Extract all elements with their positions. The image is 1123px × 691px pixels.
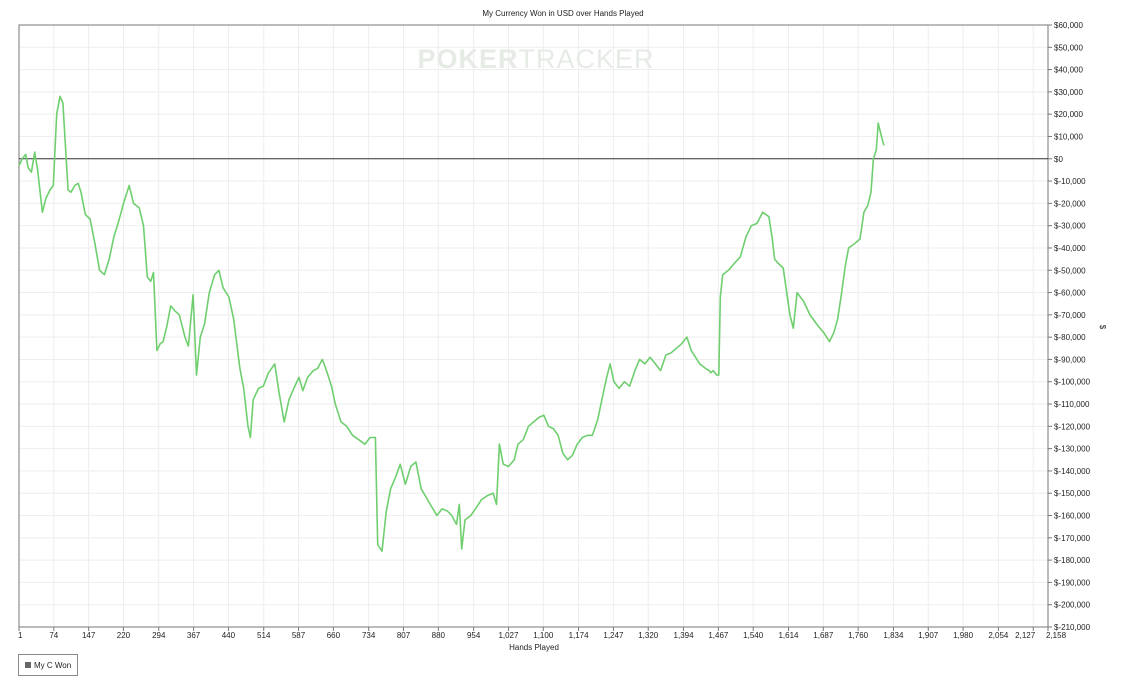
x-tick-label: 220: [117, 631, 131, 640]
x-tick-label: 1,100: [533, 631, 554, 640]
x-tick-label: 1,834: [883, 631, 904, 640]
watermark-right: TRACKER: [519, 44, 655, 74]
legend: My C Won: [18, 654, 79, 676]
y-tick-label: $-170,000: [1054, 534, 1091, 543]
y-tick-label: $-20,000: [1054, 199, 1086, 208]
legend-label: My C Won: [34, 660, 72, 670]
watermark-left: POKER: [417, 44, 518, 74]
chart-title: My Currency Won in USD over Hands Played: [482, 9, 643, 18]
svg-text:POKERTRACKER: POKERTRACKER: [417, 44, 654, 74]
x-tick-label: 440: [222, 631, 236, 640]
y-tick-label: $40,000: [1054, 66, 1083, 75]
x-tick-label: 1,980: [953, 631, 974, 640]
x-tick-label: 587: [292, 631, 306, 640]
x-tick-label: 1,760: [848, 631, 869, 640]
x-tick-label: 880: [432, 631, 446, 640]
y-tick-label: $-120,000: [1054, 422, 1091, 431]
x-tick-label: 954: [467, 631, 481, 640]
watermark-logo: POKERTRACKER: [417, 44, 654, 74]
y-tick-label: $-110,000: [1054, 400, 1090, 409]
x-tick-label: 294: [152, 631, 166, 640]
y-tick-label: $-30,000: [1054, 222, 1086, 231]
x-tick-label: 1,467: [708, 631, 729, 640]
x-tick-label: 1,174: [569, 631, 590, 640]
grid-lines: [18, 24, 1049, 628]
x-tick-label: 807: [397, 631, 411, 640]
y-tick-label: $20,000: [1054, 110, 1083, 119]
y-tick-label: $-130,000: [1054, 445, 1091, 454]
y-tick-label: $-160,000: [1054, 512, 1091, 521]
x-tick-label: 1,394: [674, 631, 695, 640]
y-tick-label: $-100,000: [1054, 378, 1091, 387]
x-tick-label: 1: [18, 631, 23, 640]
y-tick-label: $-150,000: [1054, 489, 1091, 498]
y-tick-label: $-140,000: [1054, 467, 1091, 476]
x-tick-label: 660: [327, 631, 341, 640]
x-tick-label: 1,320: [638, 631, 659, 640]
x-tick-label: 1,614: [778, 631, 799, 640]
y-tick-label: $-10,000: [1054, 177, 1086, 186]
y-tick-label: $30,000: [1054, 88, 1083, 97]
y-tick-label: $10,000: [1054, 132, 1083, 141]
legend-swatch: [25, 662, 31, 668]
y-tick-label: $-60,000: [1054, 289, 1086, 298]
y-tick-label: $60,000: [1054, 21, 1083, 30]
y-tick-label: $0: [1054, 155, 1063, 164]
series-line-my-c-won: [18, 95, 885, 552]
y-tick-label: $-90,000: [1054, 355, 1086, 364]
y-tick-label: $-210,000: [1054, 623, 1091, 632]
x-tick-label: 74: [49, 631, 58, 640]
series-group: [18, 95, 885, 552]
y-tick-label: $-50,000: [1054, 266, 1086, 275]
y-tick-label: $50,000: [1054, 43, 1083, 52]
x-axis-label: Hands Played: [509, 643, 559, 652]
y-axis-label: $: [1098, 325, 1107, 330]
x-tick-label: 2,158: [1046, 631, 1067, 640]
x-tick-label: 1,687: [813, 631, 834, 640]
x-tick-label: 1,907: [918, 631, 939, 640]
x-tick-label: 734: [362, 631, 376, 640]
y-axis-ticks: $60,000 $50,000 $40,000 $30,000 $20,000 $10,0…: [1048, 21, 1091, 632]
x-tick-label: 1,540: [743, 631, 764, 640]
y-tick-label: $-180,000: [1054, 556, 1091, 565]
x-tick-label: 147: [82, 631, 96, 640]
x-tick-label: 1,027: [498, 631, 519, 640]
x-tick-label: 2,054: [988, 631, 1009, 640]
y-tick-label: $-190,000: [1054, 578, 1091, 587]
y-tick-label: $-40,000: [1054, 244, 1086, 253]
x-tick-label: 514: [257, 631, 271, 640]
x-tick-label: 2,127: [1015, 631, 1036, 640]
y-tick-label: $-80,000: [1054, 333, 1086, 342]
y-tick-label: $-70,000: [1054, 311, 1086, 320]
y-tick-label: $-200,000: [1054, 601, 1091, 610]
x-axis-ticks: 1 74 147 220 294 367 440 514 587 660 734 807 880 954 1…: [18, 627, 1067, 640]
x-tick-label: 367: [187, 631, 201, 640]
x-tick-label: 1,247: [603, 631, 624, 640]
plot-area: [18, 24, 1049, 628]
